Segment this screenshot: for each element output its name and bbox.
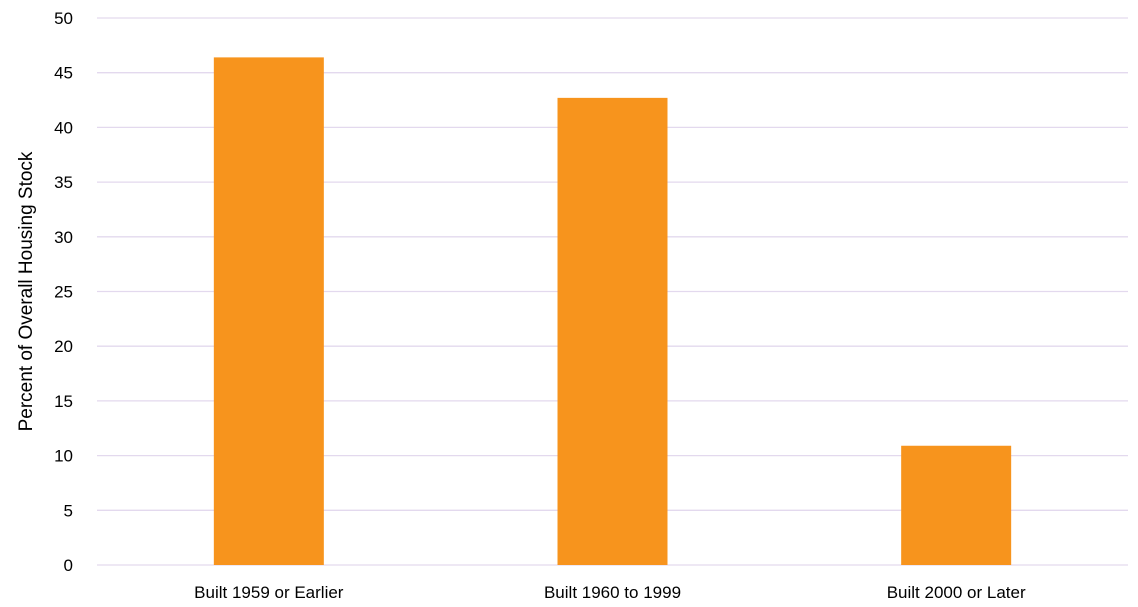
y-tick-label-20: 20 bbox=[54, 337, 73, 356]
bar-3 bbox=[901, 445, 1012, 565]
x-tick-labels: Built 1959 or Earlier Built 1960 to 1999 B… bbox=[194, 583, 1026, 602]
bar-1 bbox=[213, 57, 324, 565]
y-tick-label-25: 25 bbox=[54, 283, 73, 302]
x-tick-label-2: Built 1960 to 1999 bbox=[544, 583, 681, 602]
y-tick-label-0: 0 bbox=[64, 556, 73, 575]
y-tick-label-45: 45 bbox=[54, 64, 73, 83]
y-tick-label-50: 50 bbox=[54, 9, 73, 28]
x-tick-label-3: Built 2000 or Later bbox=[887, 583, 1026, 602]
y-tick-label-5: 5 bbox=[64, 501, 73, 520]
bars bbox=[213, 57, 1012, 565]
y-axis-title: Percent of Overall Housing Stock bbox=[16, 151, 37, 431]
x-tick-label-1: Built 1959 or Earlier bbox=[194, 583, 344, 602]
y-tick-labels: 0 5 10 15 20 25 30 35 40 45 50 bbox=[54, 9, 73, 575]
y-tick-label-10: 10 bbox=[54, 447, 73, 466]
y-tick-label-40: 40 bbox=[54, 118, 73, 137]
y-tick-label-35: 35 bbox=[54, 173, 73, 192]
bar-2 bbox=[557, 97, 668, 565]
y-tick-label-30: 30 bbox=[54, 228, 73, 247]
y-tick-label-15: 15 bbox=[54, 392, 73, 411]
